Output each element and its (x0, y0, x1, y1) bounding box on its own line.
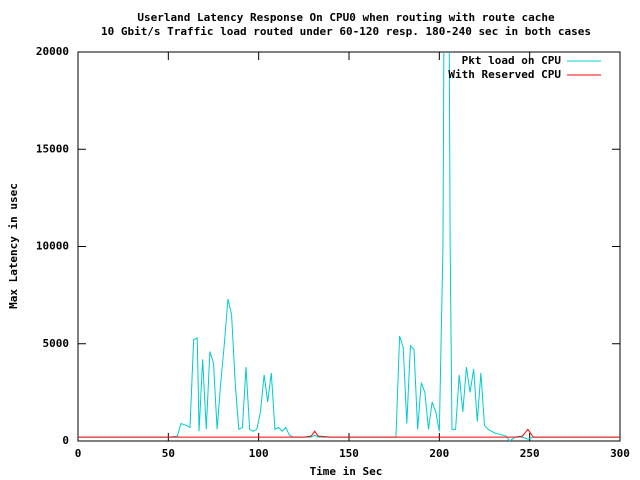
y-tick-label: 10000 (36, 240, 69, 253)
x-tick-label: 100 (249, 447, 269, 460)
y-tick-label: 0 (62, 434, 69, 447)
y-tick-label: 5000 (43, 337, 70, 350)
legend-label: Pkt load on CPU (462, 54, 562, 67)
series-line (78, 428, 620, 438)
chart-title: Userland Latency Response On CPU0 when r… (137, 11, 555, 24)
x-tick-label: 200 (429, 447, 449, 460)
y-tick-label: 15000 (36, 142, 69, 155)
x-tick-label: 150 (339, 447, 359, 460)
chart-subtitle: 10 Gbit/s Traffic load routed under 60-1… (101, 25, 591, 38)
y-axis-label: Max Latency in usec (7, 183, 20, 309)
x-axis-label: Time in Sec (310, 465, 383, 478)
x-tick-label: 50 (162, 447, 175, 460)
x-tick-label: 250 (520, 447, 540, 460)
plot-border (77, 51, 621, 442)
y-tick-label: 20000 (36, 45, 69, 58)
x-tick-label: 300 (610, 447, 630, 460)
series-group (78, 428, 620, 438)
x-tick-label: 0 (75, 447, 82, 460)
legend-label: With Reserved CPU (448, 68, 561, 81)
